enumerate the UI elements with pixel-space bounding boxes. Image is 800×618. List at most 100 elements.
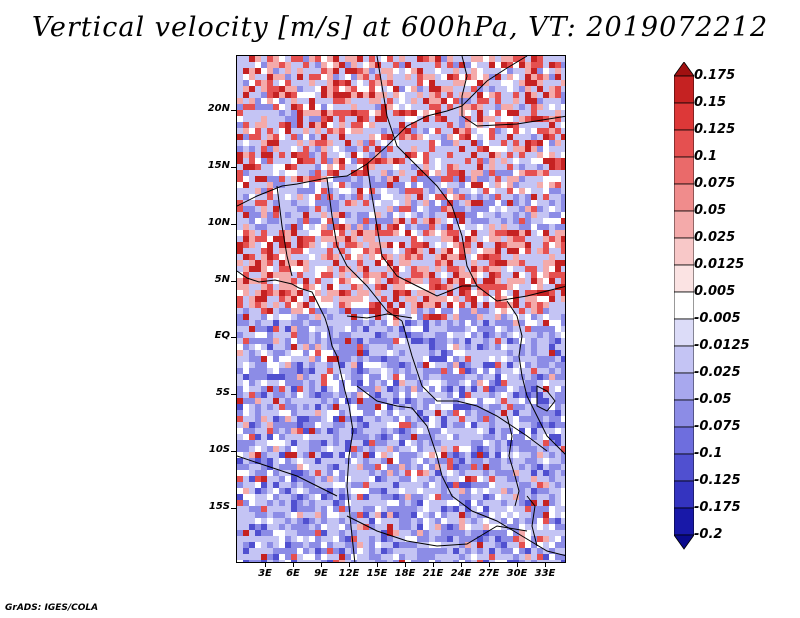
field-cell	[303, 344, 310, 351]
field-cell	[525, 122, 532, 129]
field-cell	[507, 242, 514, 249]
lake-outline	[536, 385, 556, 412]
field-cell	[513, 536, 520, 543]
field-cell	[249, 392, 256, 399]
field-cell	[267, 152, 274, 159]
field-cell	[249, 206, 256, 213]
field-cell	[453, 266, 460, 273]
field-cell	[483, 506, 490, 513]
field-cell	[477, 188, 484, 195]
field-cell	[525, 272, 532, 279]
field-cell	[297, 314, 304, 321]
field-cell	[333, 290, 340, 297]
field-cell	[399, 404, 406, 411]
field-cell	[549, 272, 556, 279]
field-cell	[285, 170, 292, 177]
field-cell	[375, 218, 382, 225]
field-cell	[531, 344, 538, 351]
field-cell	[411, 380, 418, 387]
field-cell	[363, 68, 370, 75]
field-cell	[249, 518, 256, 525]
field-cell	[429, 398, 436, 405]
field-cell	[507, 116, 514, 123]
field-cell	[381, 392, 388, 399]
field-cell	[441, 206, 448, 213]
field-cell	[429, 224, 436, 231]
field-cell	[387, 428, 394, 435]
field-cell	[249, 296, 256, 303]
field-cell	[345, 248, 352, 255]
field-cell	[465, 86, 472, 93]
field-cell	[495, 362, 502, 369]
field-cell	[537, 206, 544, 213]
field-cell	[291, 368, 298, 375]
lat-tick	[231, 110, 236, 111]
field-cell	[309, 404, 316, 411]
field-cell	[381, 410, 388, 417]
field-cell	[345, 482, 352, 489]
field-cell	[399, 446, 406, 453]
field-cell	[363, 380, 370, 387]
field-cell	[255, 542, 262, 549]
field-cell	[489, 338, 496, 345]
field-cell	[537, 440, 544, 447]
field-cell	[525, 188, 532, 195]
field-cell	[405, 326, 412, 333]
field-cell	[243, 80, 250, 87]
field-cell	[363, 356, 370, 363]
field-cell	[279, 182, 286, 189]
field-cell	[543, 104, 550, 111]
field-cell	[303, 146, 310, 153]
field-cell	[309, 488, 316, 495]
field-cell	[291, 182, 298, 189]
field-cell	[381, 80, 388, 87]
field-cell	[441, 344, 448, 351]
field-cell	[519, 284, 526, 291]
field-cell	[267, 230, 274, 237]
field-cell	[315, 512, 322, 519]
field-cell	[303, 86, 310, 93]
field-cell	[399, 224, 406, 231]
field-cell	[477, 218, 484, 225]
field-cell	[561, 134, 565, 141]
field-cell	[255, 494, 262, 501]
field-cell	[459, 254, 466, 261]
field-cell	[471, 314, 478, 321]
field-cell	[543, 326, 550, 333]
field-cell	[489, 362, 496, 369]
field-cell	[417, 440, 424, 447]
field-cell	[543, 374, 550, 381]
field-cell	[393, 476, 400, 483]
field-cell	[501, 314, 508, 321]
field-cell	[381, 518, 388, 525]
field-cell	[285, 218, 292, 225]
field-cell	[405, 224, 412, 231]
field-cell	[483, 218, 490, 225]
field-cell	[561, 404, 565, 411]
field-cell	[279, 488, 286, 495]
field-cell	[375, 506, 382, 513]
field-cell	[441, 170, 448, 177]
field-cell	[315, 116, 322, 123]
field-cell	[267, 470, 274, 477]
field-cell	[507, 320, 514, 327]
field-cell	[525, 422, 532, 429]
field-cell	[327, 518, 334, 525]
field-cell	[363, 314, 370, 321]
field-cell	[441, 434, 448, 441]
field-cell	[375, 260, 382, 267]
field-cell	[315, 284, 322, 291]
field-cell	[513, 92, 520, 99]
field-cell	[309, 278, 316, 285]
field-cell	[555, 272, 562, 279]
field-cell	[357, 86, 364, 93]
field-cell	[285, 350, 292, 357]
field-cell	[249, 122, 256, 129]
field-cell	[369, 56, 376, 63]
field-cell	[405, 116, 412, 123]
field-cell	[249, 434, 256, 441]
field-cell	[273, 110, 280, 117]
field-cell	[483, 548, 490, 555]
field-cell	[453, 536, 460, 543]
field-cell	[387, 386, 394, 393]
